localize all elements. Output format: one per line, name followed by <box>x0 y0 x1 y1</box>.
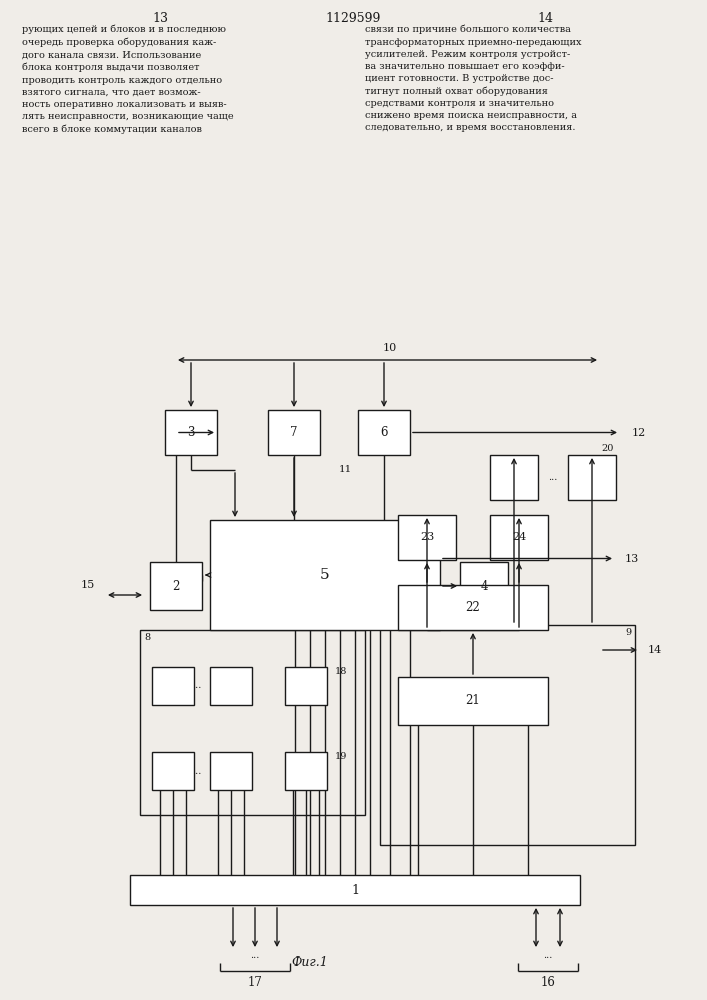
Text: 23: 23 <box>420 532 434 542</box>
Text: 15: 15 <box>81 580 95 590</box>
Bar <box>130 875 580 905</box>
Bar <box>152 667 194 705</box>
Text: 7: 7 <box>291 426 298 439</box>
Text: 13: 13 <box>625 554 639 564</box>
Text: 13: 13 <box>152 12 168 25</box>
Bar <box>380 625 635 845</box>
Text: Фиг.1: Фиг.1 <box>291 956 328 968</box>
Bar <box>568 455 616 500</box>
Text: ...: ... <box>549 473 558 482</box>
Bar <box>150 562 202 610</box>
Text: 18: 18 <box>335 667 347 676</box>
Text: 14: 14 <box>537 12 553 25</box>
Text: 9: 9 <box>625 628 631 637</box>
Text: 5: 5 <box>320 568 329 582</box>
Text: 4: 4 <box>480 580 488 592</box>
Text: 6: 6 <box>380 426 387 439</box>
Text: 16: 16 <box>541 976 556 990</box>
Text: 21: 21 <box>466 694 480 708</box>
Text: 12: 12 <box>632 428 646 438</box>
Bar <box>285 752 327 790</box>
Text: ...: ... <box>192 766 201 776</box>
Text: 8: 8 <box>144 633 150 642</box>
Text: 1: 1 <box>351 884 359 896</box>
Bar <box>398 677 548 725</box>
Text: связи по причине большого количества
трансформаторных приемно-передающих
усилите: связи по причине большого количества тра… <box>365 25 581 132</box>
Text: 3: 3 <box>187 426 194 439</box>
Bar <box>152 752 194 790</box>
Text: 14: 14 <box>648 645 662 655</box>
Bar <box>210 520 440 630</box>
Bar <box>490 515 548 560</box>
Text: 17: 17 <box>247 976 262 990</box>
Bar <box>165 410 217 455</box>
Text: 10: 10 <box>383 343 397 353</box>
Bar <box>285 667 327 705</box>
Text: 2: 2 <box>173 580 180 592</box>
Bar <box>140 630 365 815</box>
Text: ...: ... <box>192 682 201 690</box>
Bar <box>210 667 252 705</box>
Text: 19: 19 <box>335 752 347 761</box>
Text: 22: 22 <box>466 601 480 614</box>
Bar <box>460 562 508 610</box>
Bar <box>358 410 410 455</box>
Bar <box>490 455 538 500</box>
Text: рующих цепей и блоков и в последнюю
очередь проверка оборудования каж-
дого кана: рующих цепей и блоков и в последнюю очер… <box>22 25 233 134</box>
Text: ...: ... <box>543 950 553 960</box>
Text: 11: 11 <box>339 466 351 475</box>
Bar <box>210 752 252 790</box>
Text: 1129599: 1129599 <box>325 12 380 25</box>
Text: 20: 20 <box>602 444 614 453</box>
Text: 24: 24 <box>512 532 526 542</box>
Text: ...: ... <box>250 950 259 960</box>
Bar <box>398 585 548 630</box>
Bar <box>268 410 320 455</box>
Bar <box>398 515 456 560</box>
